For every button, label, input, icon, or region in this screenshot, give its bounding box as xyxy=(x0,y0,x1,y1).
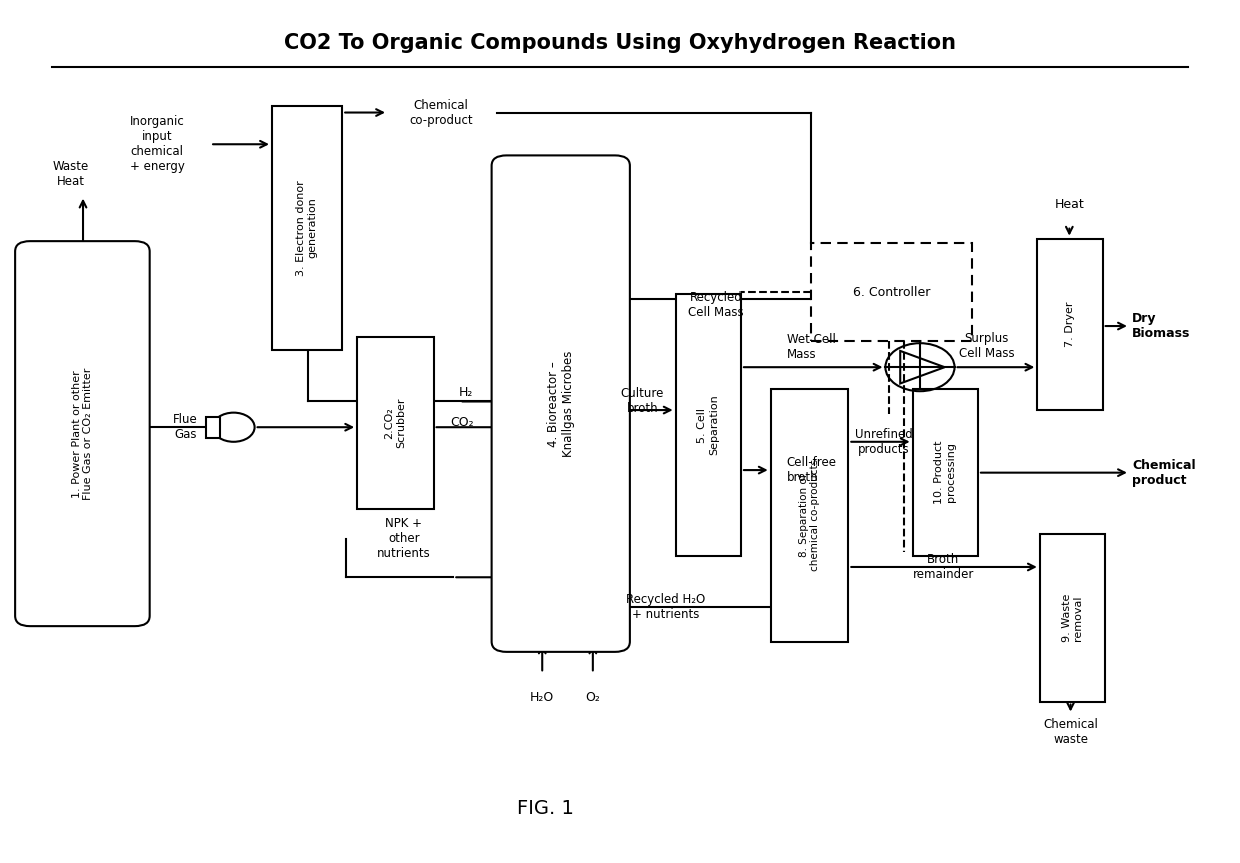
Text: O₂: O₂ xyxy=(585,690,600,704)
Text: Inorganic
input
chemical
+ energy: Inorganic input chemical + energy xyxy=(130,116,185,173)
Text: Chemical
waste: Chemical waste xyxy=(1043,718,1097,746)
Text: Recycled H₂O
+ nutrients: Recycled H₂O + nutrients xyxy=(626,593,706,621)
Text: Broth
remainder: Broth remainder xyxy=(913,553,975,581)
Bar xyxy=(1039,534,1105,702)
Text: 6. Controller: 6. Controller xyxy=(853,286,930,299)
Text: CO2 To Organic Compounds Using Oxyhydrogen Reaction: CO2 To Organic Compounds Using Oxyhydrog… xyxy=(284,33,956,53)
Text: Surplus
Cell Mass: Surplus Cell Mass xyxy=(959,331,1014,360)
Bar xyxy=(770,388,848,641)
Text: NPK +
other
nutrients: NPK + other nutrients xyxy=(377,517,430,560)
Text: 9. Waste
removal: 9. Waste removal xyxy=(1061,594,1084,642)
Text: Heat: Heat xyxy=(1054,198,1084,211)
Text: 3. Electron donor
generation: 3. Electron donor generation xyxy=(296,180,317,276)
Text: Flue
Gas: Flue Gas xyxy=(174,413,198,441)
FancyBboxPatch shape xyxy=(15,241,150,627)
Text: CO₂: CO₂ xyxy=(450,417,474,430)
Text: 2.CO₂
Scrubber: 2.CO₂ Scrubber xyxy=(384,398,407,448)
Text: FIG. 1: FIG. 1 xyxy=(517,799,574,818)
Text: 1. Power Plant or other
Flue Gas or CO₂ Emitter: 1. Power Plant or other Flue Gas or CO₂ … xyxy=(72,368,93,500)
Text: Recycled
Cell Mass: Recycled Cell Mass xyxy=(688,291,744,318)
Text: Waste
Heat: Waste Heat xyxy=(52,161,89,188)
Bar xyxy=(1037,238,1102,410)
Bar xyxy=(913,388,978,556)
Text: H₂O: H₂O xyxy=(531,690,554,704)
Text: Unrefined
products: Unrefined products xyxy=(856,428,913,456)
Text: 4. Bioreactor –
Knallgas Microbes: 4. Bioreactor – Knallgas Microbes xyxy=(547,350,575,457)
Bar xyxy=(811,243,972,342)
Text: Wet Cell
Mass: Wet Cell Mass xyxy=(786,333,836,362)
Text: Culture
broth: Culture broth xyxy=(620,387,663,415)
Bar xyxy=(676,294,742,556)
Text: 7. Dryer: 7. Dryer xyxy=(1065,301,1075,347)
Text: Cell-free
broth: Cell-free broth xyxy=(786,456,837,484)
Text: 5. Cell
Separation: 5. Cell Separation xyxy=(697,394,719,456)
Bar xyxy=(207,417,219,438)
Text: H₂: H₂ xyxy=(459,387,472,400)
Bar xyxy=(357,337,434,508)
Bar xyxy=(272,105,342,350)
Text: Dry
Biomass: Dry Biomass xyxy=(1132,312,1190,340)
Text: 8. Separation of
chemical co-products: 8. Separation of chemical co-products xyxy=(799,459,821,571)
Text: Chemical
product: Chemical product xyxy=(1132,458,1195,487)
Text: 10. Product
processing: 10. Product processing xyxy=(935,440,956,504)
FancyBboxPatch shape xyxy=(491,155,630,652)
Text: Chemical
co-product: Chemical co-product xyxy=(409,98,472,127)
